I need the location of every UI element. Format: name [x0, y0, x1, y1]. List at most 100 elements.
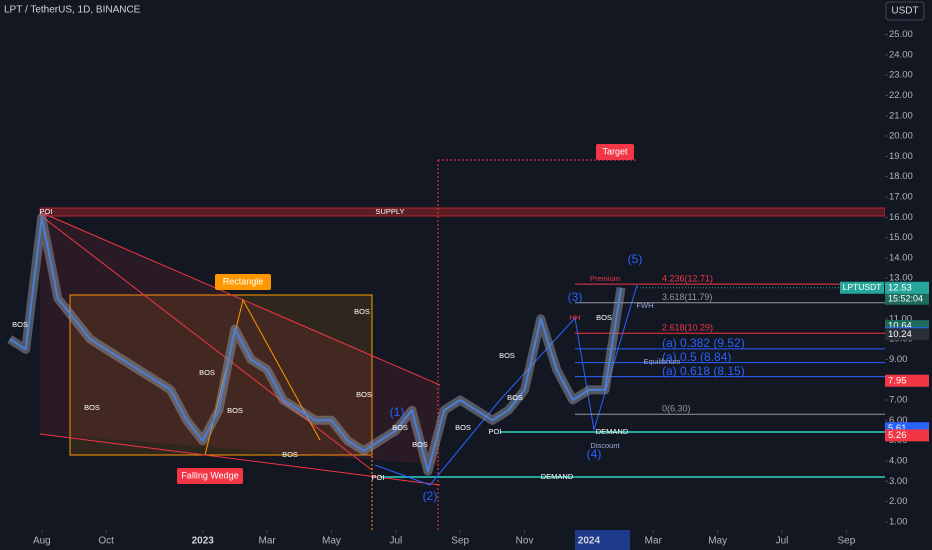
y-tick-label: 19.00: [889, 151, 913, 162]
annotation: BOS: [354, 307, 370, 316]
x-tick-label: May: [322, 536, 341, 547]
annotation: BOS: [12, 320, 28, 329]
x-tick-label: Jul: [776, 536, 789, 547]
x-tick-label: Sep: [451, 536, 469, 547]
price-label: 12.53: [888, 282, 912, 293]
x-tick-label: Oct: [98, 536, 114, 547]
annotation: BOS: [282, 450, 298, 459]
annotation: FWH: [636, 301, 653, 310]
y-tick-label: 13.00: [889, 273, 913, 284]
y-tick-label: 11.00: [889, 313, 912, 324]
annotation: BOS: [392, 423, 408, 432]
annotation: BOS: [199, 368, 215, 377]
x-tick-label: 2023: [192, 536, 215, 547]
y-tick-label: 6.00: [889, 415, 908, 426]
fib-label: (a) 0.618 (8.15): [662, 364, 745, 378]
label-text: Target: [602, 146, 628, 156]
annotation: BOS: [499, 351, 515, 360]
currency-button[interactable]: [885, 1, 925, 21]
annotation: (4): [587, 447, 602, 461]
wedge-line: [39, 211, 441, 386]
label-box: [177, 468, 243, 484]
annotation: (5): [628, 252, 643, 266]
annotation: BOS: [596, 313, 612, 322]
y-tick-label: 24.00: [889, 49, 913, 60]
annotation: SUPPLY: [375, 207, 404, 216]
y-tick-label: 22.00: [889, 90, 913, 101]
annotation: BOS: [227, 406, 243, 415]
fib-label: (a) 0.5 (8.84): [662, 350, 731, 364]
annotation: BOS: [356, 390, 372, 399]
x-tick-label: Nov: [516, 536, 534, 547]
price-label-box: [885, 429, 929, 442]
annotation: DEMAND: [541, 472, 574, 481]
price-line: [9, 216, 623, 473]
price-label: 7.95: [888, 375, 907, 386]
countdown: 15:52:04: [888, 294, 923, 304]
fib-label: 0(6.30): [662, 404, 691, 414]
annotation: Discount: [590, 441, 620, 450]
x-tick-label: Mar: [645, 536, 663, 547]
annotation: BOS: [507, 393, 523, 402]
annotation: DEMAND: [596, 427, 629, 436]
symbol-tag: [840, 281, 884, 294]
price-label: 10.64: [888, 321, 912, 332]
fib-label: 2.618(10.29): [662, 323, 713, 333]
fib-label: (a) 0.382 (9.52): [662, 336, 745, 350]
rectangle-pattern: [69, 294, 373, 456]
x-tick-label: Jul: [389, 536, 402, 547]
x-tick-label: 2024: [578, 536, 601, 547]
annotation: HH: [570, 313, 581, 322]
y-tick-label: 23.00: [889, 70, 913, 81]
label-box: [596, 144, 634, 160]
price-label-box: [885, 374, 929, 387]
date-highlight: [575, 530, 630, 550]
x-tick-label: Aug: [33, 536, 51, 547]
y-tick-label: 14.00: [889, 252, 913, 263]
wave-line: [374, 284, 638, 486]
annotation: POI: [489, 427, 502, 436]
x-tick-label: Sep: [837, 536, 855, 547]
annotation: POI: [372, 473, 385, 482]
x-tick-label: May: [708, 536, 727, 547]
y-tick-label: 1.00: [889, 516, 908, 527]
annotation: BOS: [412, 440, 428, 449]
price-label: 5.61: [888, 423, 907, 434]
y-tick-label: 2.00: [889, 496, 908, 507]
y-tick-label: 9.00: [889, 354, 908, 365]
annotation: BOS: [84, 403, 100, 412]
annotation: (1): [390, 405, 405, 419]
y-tick-label: 15.00: [889, 232, 913, 243]
wedge-line: [39, 433, 441, 486]
y-tick-label: 4.00: [889, 455, 908, 466]
y-tick-label: 21.00: [889, 110, 913, 121]
y-tick-label: 25.00: [889, 29, 913, 40]
label-text: Falling Wedge: [181, 470, 238, 480]
annotation: (2): [423, 489, 438, 503]
wedge-line: [39, 214, 373, 471]
fib-label: 3.618(11.79): [662, 292, 712, 302]
annotation: Premium: [590, 274, 620, 283]
label-text: Rectangle: [223, 276, 264, 286]
fib-label: 4.236(12.71): [662, 273, 713, 283]
countdown-box: [885, 293, 929, 305]
price-label: 5.26: [888, 430, 907, 441]
price-axis: [885, 0, 932, 550]
symbol-tag-label: LPTUSDT: [843, 282, 882, 292]
supply-zone: [39, 207, 886, 217]
y-tick-label: 20.00: [889, 131, 913, 142]
symbol-title: LPT / TetherUS, 1D, BINANCE: [4, 5, 141, 16]
annotation: (3): [568, 290, 583, 304]
y-tick-label: 16.00: [889, 212, 913, 223]
annotation: Equilibrium: [643, 357, 680, 366]
y-tick-label: 17.00: [889, 191, 913, 202]
price-label: 10.24: [888, 329, 912, 340]
currency-label[interactable]: USDT: [891, 6, 918, 17]
price-label-box: [885, 328, 929, 341]
annotation: POI: [40, 207, 53, 216]
y-tick-label: 18.00: [889, 171, 913, 182]
price-label-box: [885, 281, 929, 294]
annotation: BOS: [455, 423, 471, 432]
